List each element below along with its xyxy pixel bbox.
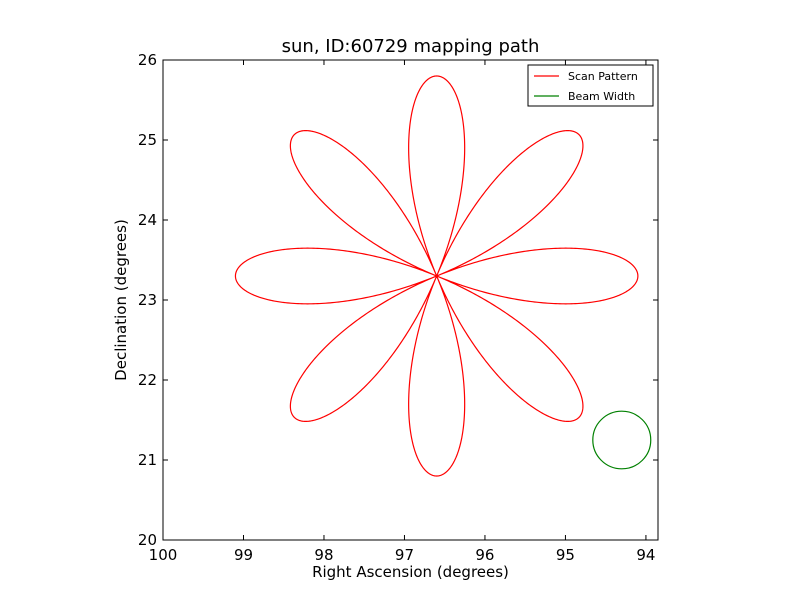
y-tick-label: 20 [138, 531, 157, 549]
y-tick-label: 23 [138, 291, 157, 309]
y-axis-label: Declination (degrees) [112, 219, 130, 381]
x-axis-label: Right Ascension (degrees) [312, 563, 509, 581]
x-tick-label: 96 [475, 546, 494, 564]
plot-frame [162, 59, 659, 541]
ticks: 100 99 98 97 96 95 94 20 21 22 23 24 25 26 [138, 51, 658, 564]
y-tick-label: 21 [138, 451, 157, 469]
x-tick-label: 95 [556, 546, 575, 564]
x-tick-label: 99 [234, 546, 253, 564]
legend: Scan Pattern Beam Width [527, 64, 654, 107]
x-tick-label: 94 [636, 546, 655, 564]
chart-title: sun, ID:60729 mapping path [282, 36, 540, 57]
x-tick-label: 98 [314, 546, 333, 564]
plot-area [163, 60, 658, 540]
legend-box [527, 64, 654, 107]
x-tick-label: 97 [395, 546, 414, 564]
y-tick-label: 24 [138, 211, 157, 229]
legend-label-scan-pattern: Scan Pattern [568, 70, 638, 83]
curves [234, 75, 652, 477]
scan-pattern-line [234, 75, 639, 477]
legend-label-beam-width: Beam Width [568, 90, 635, 103]
beam-width-circle [592, 410, 652, 470]
x-tick-label: 100 [149, 546, 178, 564]
y-tick-label: 25 [138, 131, 157, 149]
y-tick-label: 26 [138, 51, 157, 69]
y-tick-label: 22 [138, 371, 157, 389]
